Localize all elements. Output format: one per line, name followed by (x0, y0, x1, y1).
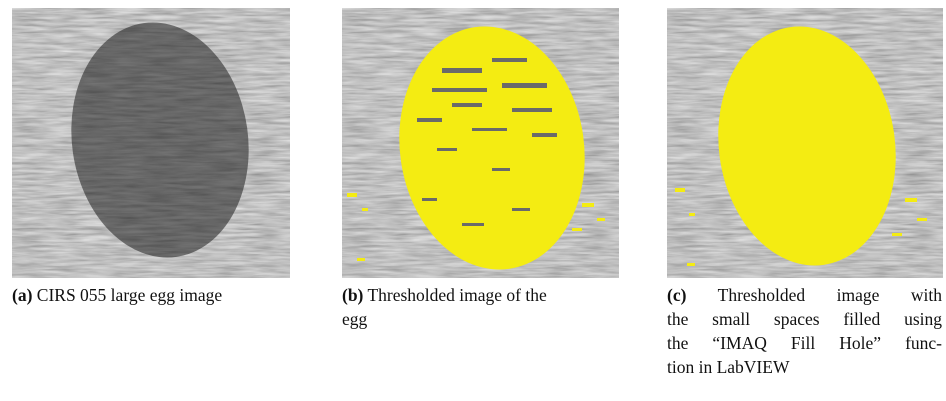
caption-line: the “IMAQ Fill Hole” func- (667, 331, 942, 355)
subfigure-label: (a) (12, 285, 32, 305)
egg-image (12, 8, 290, 278)
subfigure (12, 8, 290, 278)
caption-line: (b) Thresholded image of the (342, 283, 619, 307)
caption-text: the small spaces filled using (667, 309, 942, 329)
caption-text: the “IMAQ Fill Hole” func- (667, 333, 942, 353)
caption-text: Thresholded image with (718, 285, 942, 305)
subfigure (667, 8, 943, 278)
caption-text: tion in LabVIEW (667, 357, 789, 377)
caption-text: CIRS 055 large egg image (37, 285, 222, 305)
caption-line: tion in LabVIEW (667, 355, 942, 379)
subfigure-label: (c) (667, 285, 686, 305)
caption: (a) CIRS 055 large egg image (12, 283, 290, 307)
subfigure (342, 8, 619, 278)
caption-line: (a) CIRS 055 large egg image (12, 283, 290, 307)
caption-line: the small spaces filled using (667, 307, 942, 331)
filled-image (667, 8, 943, 278)
page: (a) CIRS 055 large egg image (b) Thresho… (0, 0, 946, 401)
caption-line: (c) Thresholded image with (667, 283, 942, 307)
caption-line: egg (342, 307, 619, 331)
caption-text: Thresholded image of the (367, 285, 546, 305)
subfigure-label: (b) (342, 285, 363, 305)
caption-text: egg (342, 309, 367, 329)
thresholded-image (342, 8, 619, 278)
